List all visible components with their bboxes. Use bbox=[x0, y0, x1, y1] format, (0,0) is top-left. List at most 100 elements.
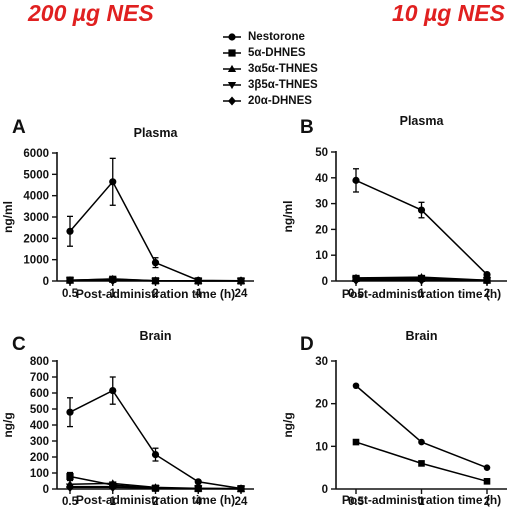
x-tick-label: 2 bbox=[484, 288, 490, 300]
series-diamond bbox=[66, 482, 245, 494]
y-tick-label: 400 bbox=[30, 420, 49, 432]
data-point bbox=[237, 276, 245, 286]
x-axis-label: Post-administration time (h) bbox=[342, 287, 501, 301]
series-line bbox=[69, 389, 242, 490]
y-tick-label: 20 bbox=[315, 399, 328, 411]
y-tick-label: 0 bbox=[43, 276, 49, 288]
data-point bbox=[66, 276, 74, 286]
panel-title: Brain bbox=[140, 329, 172, 343]
x-axis-label: Post-administration time (h) bbox=[342, 493, 501, 507]
y-tick-label: 30 bbox=[315, 356, 328, 368]
dose-header-200: 200 µg NES bbox=[28, 0, 154, 26]
legend-marker-triangle-down bbox=[223, 81, 241, 90]
data-point bbox=[66, 482, 74, 492]
data-point bbox=[66, 227, 74, 235]
data-point bbox=[418, 438, 425, 446]
x-tick-label: 2 bbox=[484, 496, 490, 508]
data-point bbox=[151, 451, 160, 459]
data-point bbox=[108, 482, 117, 492]
x-tick-label: 0.5 bbox=[62, 496, 79, 508]
data-point bbox=[483, 270, 491, 279]
y-tick-label: 0 bbox=[322, 484, 328, 496]
data-point bbox=[483, 464, 491, 471]
data-point bbox=[109, 387, 117, 395]
y-tick-label: 10 bbox=[315, 250, 328, 262]
panel-letter: C bbox=[12, 334, 26, 355]
y-axis-label: ng/g bbox=[281, 412, 295, 437]
dose-header-10: 10 µg NES bbox=[392, 0, 505, 26]
y-tick-label: 2000 bbox=[23, 233, 49, 245]
legend-label: 3β5α-THNES bbox=[248, 79, 318, 91]
y-tick-label: 500 bbox=[30, 404, 49, 416]
y-tick-label: 300 bbox=[30, 436, 49, 448]
x-tick-label: 0.5 bbox=[348, 496, 365, 508]
y-tick-label: 600 bbox=[30, 388, 49, 400]
legend-symbol bbox=[227, 81, 237, 90]
data-point bbox=[66, 408, 74, 416]
legend-symbol bbox=[228, 49, 236, 57]
y-tick-label: 800 bbox=[30, 356, 49, 368]
data-point bbox=[352, 275, 360, 285]
series-circle bbox=[352, 168, 491, 279]
x-tick-label: 24 bbox=[235, 496, 248, 508]
x-tick-label: 1 bbox=[418, 288, 425, 300]
y-tick-label: 0 bbox=[43, 484, 49, 496]
legend-marker-diamond bbox=[223, 96, 241, 106]
data-point bbox=[109, 178, 117, 186]
legend-label: 5α-DHNES bbox=[248, 47, 306, 59]
y-tick-label: 0 bbox=[322, 276, 328, 288]
x-tick-label: 1 bbox=[418, 496, 425, 508]
data-point bbox=[417, 275, 426, 285]
panel-title: Plasma bbox=[400, 114, 445, 128]
series-diamond bbox=[66, 276, 245, 286]
data-point bbox=[418, 460, 425, 467]
y-axis-label: ng/ml bbox=[281, 201, 295, 233]
chart-panel-c: C Brain ng/g Post-administration time (h) 0 1… bbox=[1, 329, 254, 508]
series-circle bbox=[66, 157, 245, 285]
series-line bbox=[355, 179, 488, 276]
x-tick-label: 1 bbox=[110, 288, 117, 300]
y-tick-label: 50 bbox=[315, 147, 328, 159]
data-point bbox=[151, 483, 160, 493]
data-point bbox=[237, 484, 245, 494]
data-point bbox=[483, 276, 491, 286]
series-diamond bbox=[352, 275, 491, 286]
x-tick-label: 0.5 bbox=[62, 288, 79, 300]
data-point bbox=[194, 484, 203, 494]
panel-letter: D bbox=[300, 334, 314, 355]
data-point bbox=[151, 259, 160, 267]
chart-panel-d: D Brain ng/g Post-administration time (h) 0 1… bbox=[281, 329, 507, 508]
y-tick-label: 200 bbox=[30, 452, 49, 464]
data-point bbox=[352, 438, 360, 446]
x-tick-label: 0.5 bbox=[348, 288, 365, 300]
x-tick-label: 2 bbox=[152, 288, 158, 300]
legend-symbol bbox=[228, 96, 236, 106]
y-tick-label: 20 bbox=[315, 224, 328, 236]
data-point bbox=[352, 382, 360, 390]
y-tick-label: 10 bbox=[315, 441, 328, 453]
series-square bbox=[352, 438, 491, 485]
y-axis-label: ng/ml bbox=[1, 201, 15, 233]
panel-title: Brain bbox=[406, 329, 438, 343]
y-tick-label: 5000 bbox=[23, 169, 49, 181]
data-point bbox=[352, 176, 360, 184]
x-axis-label: Post-administration time (h) bbox=[76, 287, 235, 301]
legend-label: Nestorone bbox=[248, 31, 305, 43]
chart-panel-a: A Plasma ng/ml Post-administration time (h)… bbox=[1, 117, 254, 301]
y-tick-label: 700 bbox=[30, 372, 49, 384]
legend-marker-circle bbox=[223, 33, 241, 41]
series-circle bbox=[352, 382, 491, 471]
panel-letter: B bbox=[300, 117, 314, 138]
chart-panel-b: B Plasma ng/ml Post-administration time (h)… bbox=[281, 114, 507, 301]
legend-marker-triangle-up bbox=[223, 64, 241, 73]
y-tick-label: 3000 bbox=[23, 212, 49, 224]
x-tick-label: 2 bbox=[152, 496, 158, 508]
data-point bbox=[194, 478, 202, 486]
legend-label: 20α-DHNES bbox=[248, 95, 312, 107]
x-tick-label: 24 bbox=[235, 288, 248, 300]
legend-label: 3α5α-THNES bbox=[248, 63, 318, 75]
x-tick-label: 1 bbox=[110, 496, 117, 508]
y-axis-label: ng/g bbox=[1, 412, 15, 437]
data-point bbox=[483, 478, 491, 485]
